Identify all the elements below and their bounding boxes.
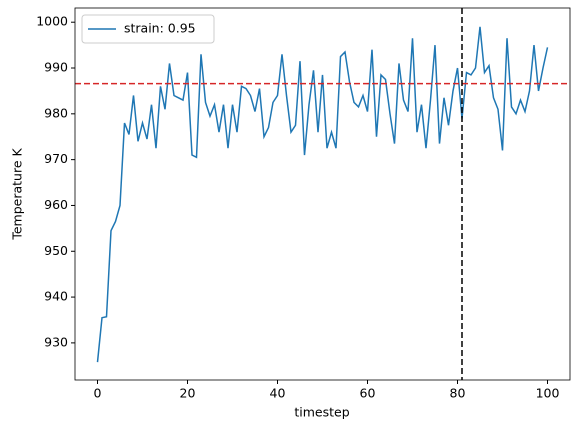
x-tick-label: 100: [536, 386, 560, 401]
y-tick-label: 970: [44, 151, 68, 166]
y-tick-label: 930: [44, 334, 68, 349]
x-tick-label: 20: [180, 386, 196, 401]
x-tick-label: 60: [360, 386, 376, 401]
x-tick-label: 0: [94, 386, 102, 401]
y-tick-label: 1000: [36, 14, 68, 29]
y-tick-label: 990: [44, 60, 68, 75]
data-line: [96, 26, 549, 363]
legend-label: strain: 0.95: [124, 21, 196, 36]
x-tick-label: 40: [270, 386, 286, 401]
legend-box: [81, 14, 215, 44]
x-tick-label: 80: [450, 386, 466, 401]
y-tick-label: 940: [44, 289, 68, 304]
y-tick-label: 980: [44, 105, 68, 120]
y-axis-label: Temperature K: [10, 148, 25, 241]
plot-frame: [74, 7, 571, 381]
x-axis-label: timestep: [294, 405, 349, 420]
y-tick-label: 950: [44, 243, 68, 258]
y-tick-label: 960: [44, 197, 68, 212]
